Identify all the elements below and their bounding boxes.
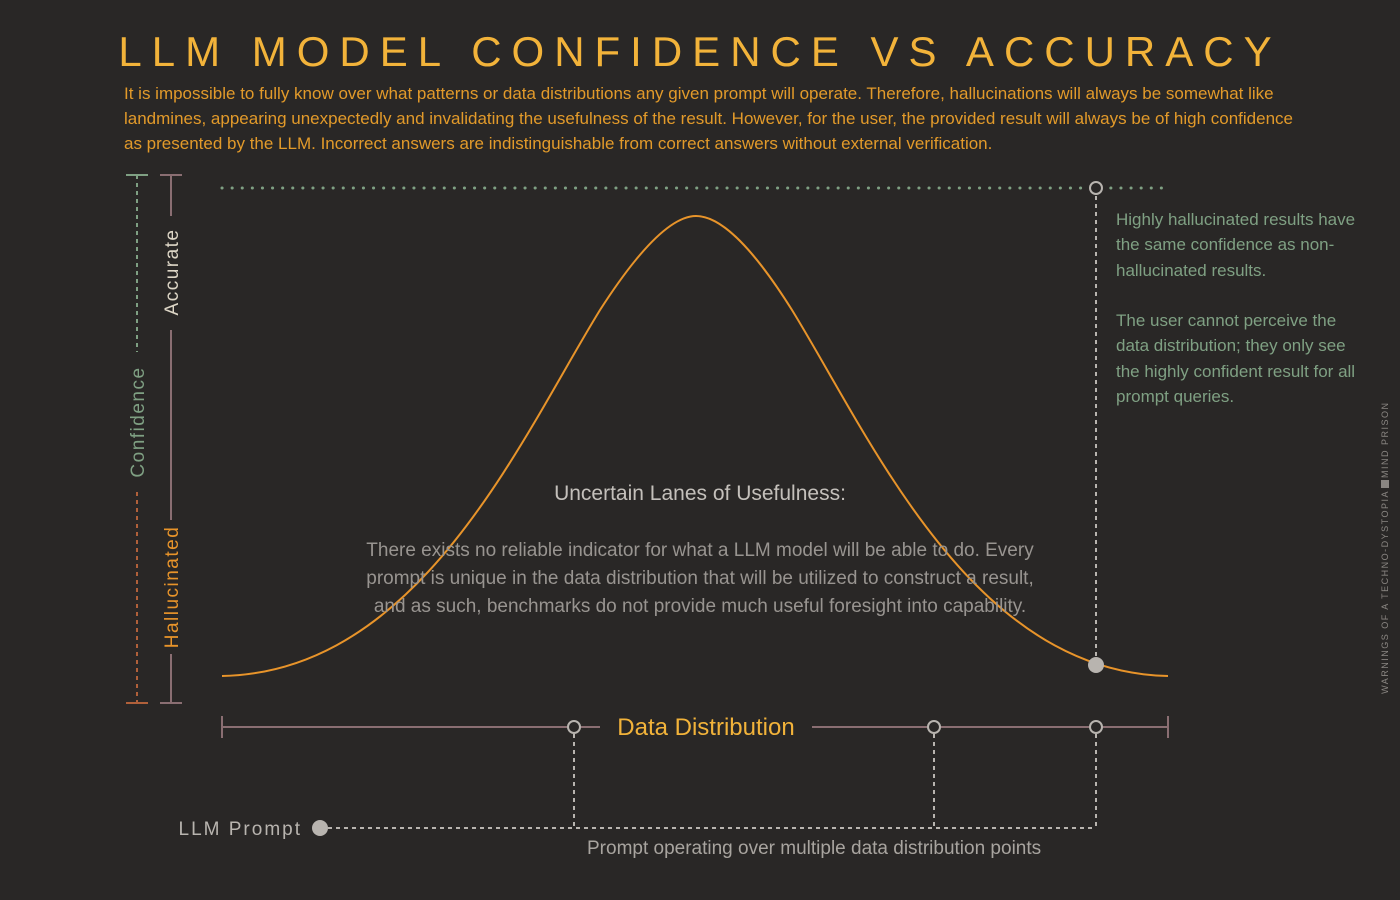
confidence-axis-label: Confidence	[128, 366, 149, 477]
credit-right: MIND PRISON	[1380, 401, 1390, 478]
center-body: There exists no reliable indicator for w…	[366, 540, 1034, 617]
prompt-caption: Prompt operating over multiple data dist…	[587, 838, 1042, 859]
intro-paragraph: It is impossible to fully know over what…	[124, 84, 1293, 153]
data-distribution-label: Data Distribution	[617, 714, 794, 741]
distribution-point-2	[927, 720, 941, 734]
top-confidence-marker	[1089, 181, 1103, 195]
low-point-marker	[1088, 657, 1104, 673]
credit-separator	[1381, 480, 1389, 488]
distribution-point-1	[567, 720, 581, 734]
accurate-label: Accurate	[162, 229, 183, 316]
credit: WARNINGS OF A TECHNO-DYSTOPIA MIND PRISO…	[1380, 401, 1390, 693]
credit-left: WARNINGS OF A TECHNO-DYSTOPIA	[1380, 490, 1390, 694]
bell-curve	[221, 214, 1169, 677]
llm-prompt-dot	[312, 820, 328, 836]
center-heading: Uncertain Lanes of Usefulness:	[554, 482, 846, 505]
llm-prompt-label: LLM Prompt	[179, 819, 302, 840]
note-user-perception: The user cannot perceive the data distri…	[1116, 311, 1356, 406]
page-title: LLM MODEL CONFIDENCE VS ACCURACY	[118, 28, 1282, 75]
note-same-confidence: Highly hallucinated results have the sam…	[1116, 210, 1356, 280]
hallucinated-label: Hallucinated	[162, 526, 183, 649]
distribution-point-3	[1089, 720, 1103, 734]
